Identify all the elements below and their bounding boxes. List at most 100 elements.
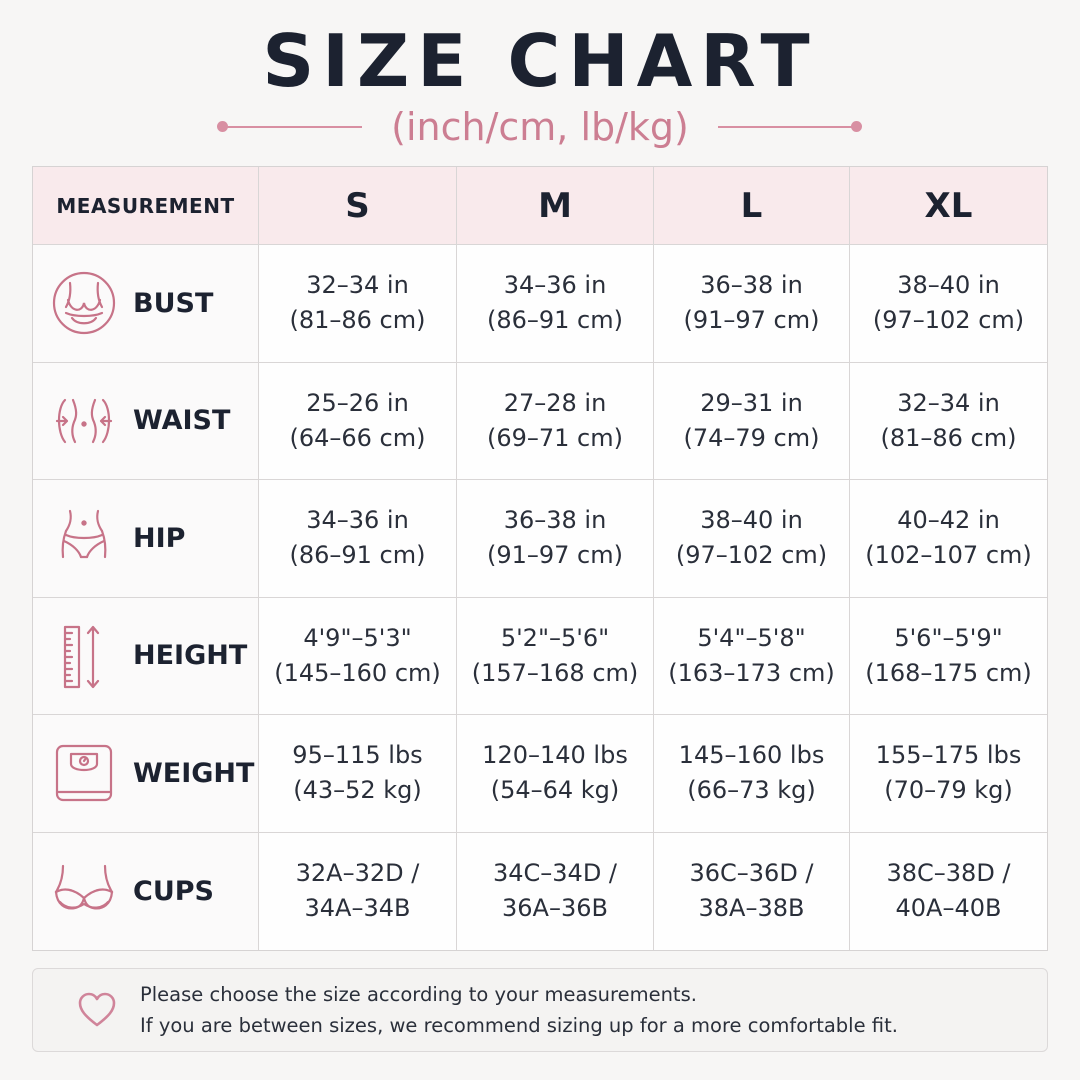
value-cell-waist-m: 27–28 in (69–71 cm) (457, 362, 654, 480)
value-secondary: (66–73 kg) (687, 776, 816, 805)
row-label-hip: HIP (33, 480, 259, 598)
value-cell-bust-xl: 38–40 in (97–102 cm) (850, 245, 1047, 363)
value-primary: 36C–36D / (689, 859, 814, 888)
note-line-2: If you are between sizes, we recommend s… (140, 1014, 898, 1037)
fit-note: Please choose the size according to your… (32, 968, 1048, 1052)
size-header-s: S (259, 167, 457, 245)
value-secondary: (43–52 kg) (293, 776, 422, 805)
value-cell-height-l: 5'4"–5'8" (163–173 cm) (654, 597, 850, 715)
measurement-label: BUST (133, 287, 214, 319)
value-cell-bust-l: 36–38 in (91–97 cm) (654, 245, 850, 363)
value-cell-weight-l: 145–160 lbs (66–73 kg) (654, 715, 850, 833)
value-cell-height-xl: 5'6"–5'9" (168–175 cm) (850, 598, 1047, 715)
row-label-height: HEIGHT (33, 597, 259, 715)
value-primary: 36–38 in (503, 506, 607, 535)
value-cell-cups-m: 34C–34D / 36A–36B (457, 832, 654, 950)
value-cell-hip-m: 36–38 in (91–97 cm) (457, 480, 654, 598)
measurement-label: CUPS (133, 875, 214, 907)
waist-icon (51, 388, 117, 454)
value-cell-height-s: 4'9"–5'3" (145–160 cm) (259, 597, 457, 715)
value-secondary: (81–86 cm) (880, 423, 1017, 452)
value-cell-bust-m: 34–36 in (86–91 cm) (457, 245, 654, 363)
value-primary: 34–36 in (503, 271, 607, 300)
value-secondary: (163–173 cm) (668, 658, 835, 687)
value-primary: 25–26 in (306, 388, 409, 417)
value-cell-weight-xl: 155–175 lbs (70–79 kg) (850, 715, 1047, 833)
value-primary: 145–160 lbs (678, 741, 825, 770)
value-primary: 5'4"–5'8" (697, 623, 806, 652)
measurement-label: HIP (133, 522, 186, 554)
size-header-xl: XL (850, 167, 1047, 245)
value-cell-height-m: 5'2"–5'6" (157–168 cm) (457, 597, 654, 715)
value-cell-waist-xl: 32–34 in (81–86 cm) (850, 363, 1047, 480)
value-cell-cups-s: 32A–32D / 34A–34B (259, 832, 457, 950)
row-label-waist: WAIST (33, 362, 259, 480)
value-cell-weight-s: 95–115 lbs (43–52 kg) (259, 715, 457, 833)
value-secondary: (91–97 cm) (683, 306, 820, 335)
value-secondary: (54–64 kg) (490, 776, 620, 805)
value-secondary: (102–107 cm) (865, 541, 1032, 570)
value-primary: 32–34 in (306, 271, 409, 300)
size-header-l: L (654, 167, 850, 245)
value-primary: 40–42 in (897, 506, 1000, 535)
height-ruler-icon (51, 623, 117, 689)
value-primary: 29–31 in (700, 388, 803, 417)
heart-icon (78, 992, 116, 1027)
value-secondary: (69–71 cm) (486, 423, 623, 452)
value-primary: 32A–32D / (295, 859, 420, 888)
hip-icon (51, 505, 117, 571)
value-cell-hip-l: 38–40 in (97–102 cm) (654, 480, 850, 598)
value-primary: 38C–38D / (886, 859, 1011, 888)
value-cell-cups-xl: 38C–38D / 40A–40B (850, 833, 1047, 951)
value-cell-bust-s: 32–34 in (81–86 cm) (259, 245, 457, 363)
divider-line-left (222, 126, 362, 128)
value-secondary: 34A–34B (304, 894, 411, 923)
value-cell-waist-s: 25–26 in (64–66 cm) (259, 362, 457, 480)
value-primary: 120–140 lbs (482, 741, 628, 770)
value-secondary: 40A–40B (895, 894, 1002, 923)
bust-icon (51, 270, 117, 336)
value-primary: 4'9"–5'3" (303, 623, 412, 652)
value-secondary: (86–91 cm) (486, 306, 623, 335)
value-primary: 32–34 in (897, 388, 1000, 417)
value-secondary: (86–91 cm) (289, 541, 426, 570)
value-cell-hip-s: 34–36 in (86–91 cm) (259, 480, 457, 598)
value-primary: 95–115 lbs (292, 741, 423, 770)
divider-line-right (718, 126, 856, 128)
size-header-m: M (457, 167, 654, 245)
value-primary: 38–40 in (897, 271, 1000, 300)
measurement-header: MEASUREMENT (33, 167, 259, 245)
units-subtitle: (inch/cm, lb/kg) (391, 105, 689, 149)
value-cell-cups-l: 36C–36D / 38A–38B (654, 832, 850, 950)
value-cell-waist-l: 29–31 in (74–79 cm) (654, 362, 850, 480)
value-secondary: (91–97 cm) (486, 541, 623, 570)
value-primary: 34C–34D / (492, 859, 618, 888)
value-secondary: (97–102 cm) (872, 306, 1025, 335)
value-primary: 27–28 in (503, 388, 607, 417)
value-secondary: (81–86 cm) (289, 306, 426, 335)
value-primary: 34–36 in (306, 506, 409, 535)
value-secondary: (97–102 cm) (675, 541, 828, 570)
value-secondary: (64–66 cm) (289, 423, 426, 452)
value-primary: 38–40 in (700, 506, 803, 535)
value-cell-hip-xl: 40–42 in (102–107 cm) (850, 480, 1047, 598)
value-secondary: (145–160 cm) (274, 658, 441, 687)
measurement-label: WAIST (133, 405, 231, 437)
row-label-bust: BUST (33, 245, 259, 363)
value-cell-weight-m: 120–140 lbs (54–64 kg) (457, 715, 654, 833)
value-secondary: 36A–36B (502, 894, 608, 923)
value-secondary: (157–168 cm) (471, 658, 639, 687)
value-secondary: (168–175 cm) (865, 658, 1032, 687)
value-secondary: (74–79 cm) (683, 423, 820, 452)
subtitle-row: (inch/cm, lb/kg) (0, 100, 1080, 154)
divider-dot-right (851, 121, 862, 132)
value-primary: 155–175 lbs (875, 741, 1022, 770)
value-primary: 36–38 in (700, 271, 803, 300)
value-primary: 5'2"–5'6" (500, 623, 610, 652)
row-label-weight: WEIGHT (33, 715, 259, 833)
measurement-label: HEIGHT (133, 640, 248, 672)
page-title: SIZE CHART (262, 19, 818, 103)
value-secondary: (70–79 kg) (884, 776, 1013, 805)
scale-icon (51, 740, 117, 806)
size-table: MEASUREMENT S M L XL BUST 32–34 in (81–86 … (32, 166, 1048, 951)
